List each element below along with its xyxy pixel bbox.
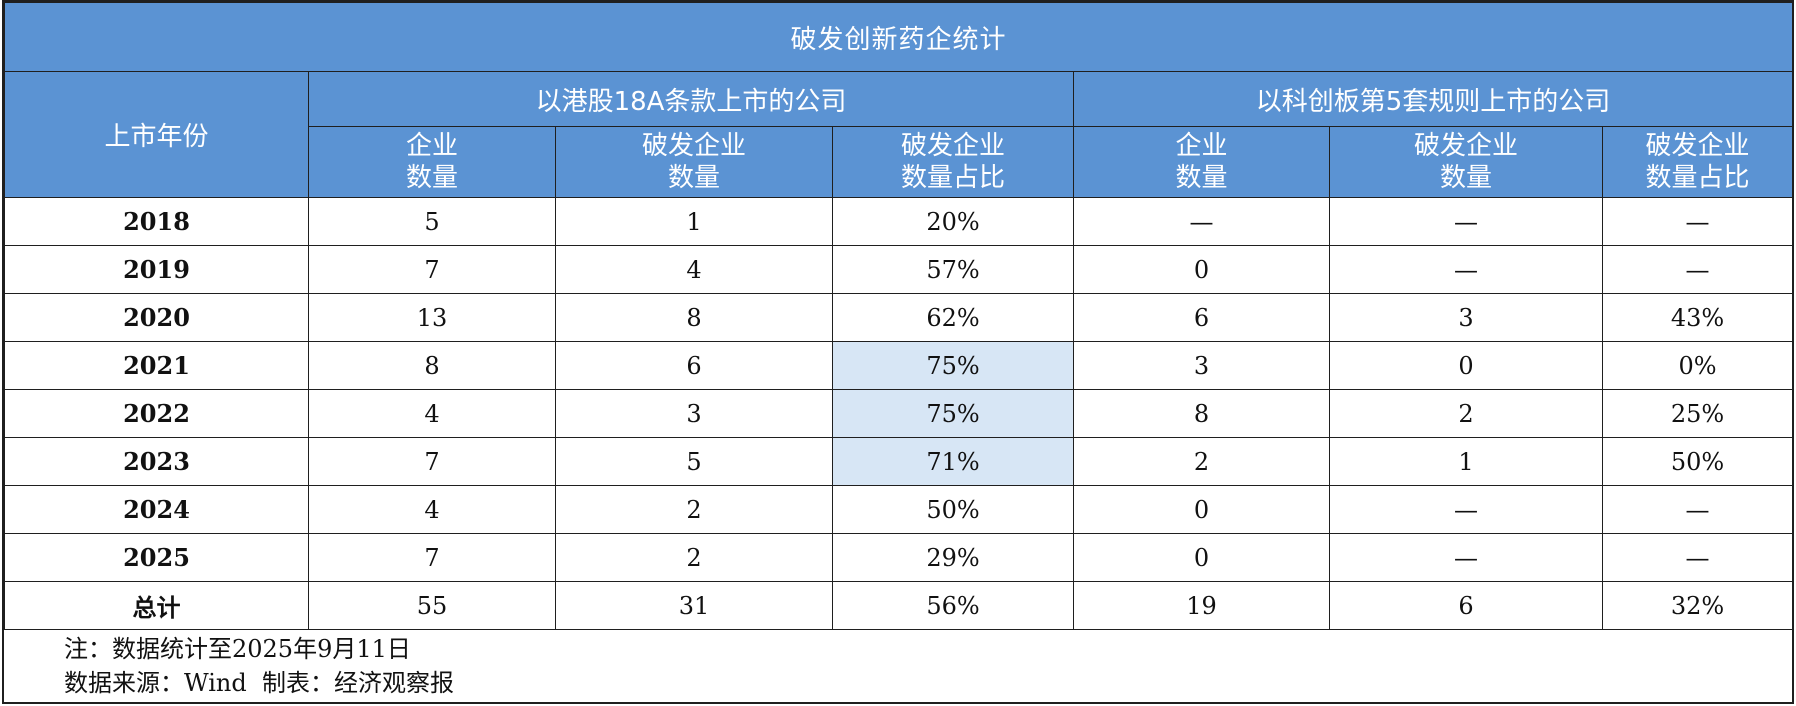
hk-broken-cell: 6: [555, 341, 833, 390]
group-header-star: 以科创板第5套规则上市的公司: [1072, 71, 1794, 127]
hk-ratio-cell-highlighted: 75%: [832, 389, 1074, 438]
year-cell: 2020: [4, 293, 309, 342]
star-broken-cell: 1: [1329, 437, 1603, 486]
star-ratio-cell: 25%: [1601, 389, 1794, 438]
hk-count-cell: 4: [308, 485, 556, 534]
hk-count-cell: 7: [308, 245, 556, 294]
hk-broken-cell: 2: [555, 533, 833, 582]
star-ratio-cell: 43%: [1601, 293, 1794, 342]
col-header-star-ratio: 破发企业 数量占比: [1601, 126, 1794, 198]
star-ratio-cell: 32%: [1601, 581, 1794, 630]
hk-count-cell: 8: [308, 341, 556, 390]
star-broken-cell: 0: [1329, 341, 1603, 390]
total-label-cell: 总计: [4, 581, 309, 630]
hk-broken-cell: 2: [555, 485, 833, 534]
hk-ratio-cell: 20%: [832, 197, 1074, 246]
year-cell: 2025: [4, 533, 309, 582]
hk-ratio-cell-highlighted: 75%: [832, 341, 1074, 390]
hk-ratio-cell: 56%: [832, 581, 1074, 630]
col-header-star-count: 企业 数量: [1073, 126, 1330, 198]
star-count-cell: 6: [1073, 293, 1330, 342]
hk-ratio-cell: 57%: [832, 245, 1074, 294]
star-count-cell: 19: [1073, 581, 1330, 630]
footnote-date: 注：数据统计至2025年9月11日: [64, 635, 411, 663]
star-broken-cell: 3: [1329, 293, 1603, 342]
table-row: 2018 5 1 20% — — —: [4, 197, 1794, 246]
hk-count-cell: 4: [308, 389, 556, 438]
year-cell: 2024: [4, 485, 309, 534]
star-ratio-cell: —: [1601, 245, 1794, 294]
star-ratio-cell: —: [1601, 197, 1794, 246]
star-broken-cell: —: [1329, 245, 1603, 294]
hk-broken-cell: 3: [555, 389, 833, 438]
footnotes: 注：数据统计至2025年9月11日 数据来源：Wind 制表：经济观察报: [64, 632, 454, 700]
table-row: 2021 8 6 75% 3 0 0%: [4, 341, 1794, 390]
table-row: 2023 7 5 71% 2 1 50%: [4, 437, 1794, 486]
table-row: 2019 7 4 57% 0 — —: [4, 245, 1794, 294]
table-title: 破发创新药企统计: [3, 2, 1794, 72]
col-header-hk-broken: 破发企业 数量: [555, 126, 833, 198]
hk-broken-cell: 31: [555, 581, 833, 630]
hk-ratio-cell-highlighted: 71%: [832, 437, 1074, 486]
col-header-hk-ratio: 破发企业 数量占比: [832, 126, 1074, 198]
star-ratio-cell: —: [1601, 485, 1794, 534]
hk-count-cell: 55: [308, 581, 556, 630]
hk-count-cell: 7: [308, 533, 556, 582]
star-count-cell: 3: [1073, 341, 1330, 390]
hk-ratio-cell: 62%: [832, 293, 1074, 342]
year-cell: 2019: [4, 245, 309, 294]
table-row: 2025 7 2 29% 0 — —: [4, 533, 1794, 582]
table-row: 2024 4 2 50% 0 — —: [4, 485, 1794, 534]
hk-count-cell: 13: [308, 293, 556, 342]
table-row: 2022 4 3 75% 8 2 25%: [4, 389, 1794, 438]
star-ratio-cell: —: [1601, 533, 1794, 582]
footnote-source: 数据来源：Wind 制表：经济观察报: [64, 669, 454, 697]
star-count-cell: 0: [1073, 485, 1330, 534]
table-row: 2020 13 8 62% 6 3 43%: [4, 293, 1794, 342]
star-broken-cell: 2: [1329, 389, 1603, 438]
hk-broken-cell: 5: [555, 437, 833, 486]
hk-count-cell: 7: [308, 437, 556, 486]
star-count-cell: 2: [1073, 437, 1330, 486]
star-count-cell: 0: [1073, 533, 1330, 582]
table-row-total: 总计 55 31 56% 19 6 32%: [4, 581, 1794, 630]
hk-broken-cell: 8: [555, 293, 833, 342]
star-count-cell: 0: [1073, 245, 1330, 294]
hk-broken-cell: 4: [555, 245, 833, 294]
hk-ratio-cell: 29%: [832, 533, 1074, 582]
star-broken-cell: —: [1329, 197, 1603, 246]
year-cell: 2021: [4, 341, 309, 390]
star-ratio-cell: 50%: [1601, 437, 1794, 486]
star-broken-cell: —: [1329, 533, 1603, 582]
year-cell: 2023: [4, 437, 309, 486]
star-broken-cell: —: [1329, 485, 1603, 534]
stats-table: 破发创新药企统计 上市年份 以港股18A条款上市的公司 以科创板第5套规则上市的…: [3, 2, 1794, 630]
star-count-cell: —: [1073, 197, 1330, 246]
col-header-star-broken: 破发企业 数量: [1329, 126, 1603, 198]
star-count-cell: 8: [1073, 389, 1330, 438]
star-ratio-cell: 0%: [1601, 341, 1794, 390]
hk-ratio-cell: 50%: [832, 485, 1074, 534]
star-broken-cell: 6: [1329, 581, 1603, 630]
group-header-hk: 以港股18A条款上市的公司: [308, 71, 1074, 127]
col-header-hk-count: 企业 数量: [308, 126, 556, 198]
hk-broken-cell: 1: [555, 197, 833, 246]
year-header: 上市年份: [4, 71, 309, 198]
year-cell: 2018: [4, 197, 309, 246]
hk-count-cell: 5: [308, 197, 556, 246]
year-cell: 2022: [4, 389, 309, 438]
